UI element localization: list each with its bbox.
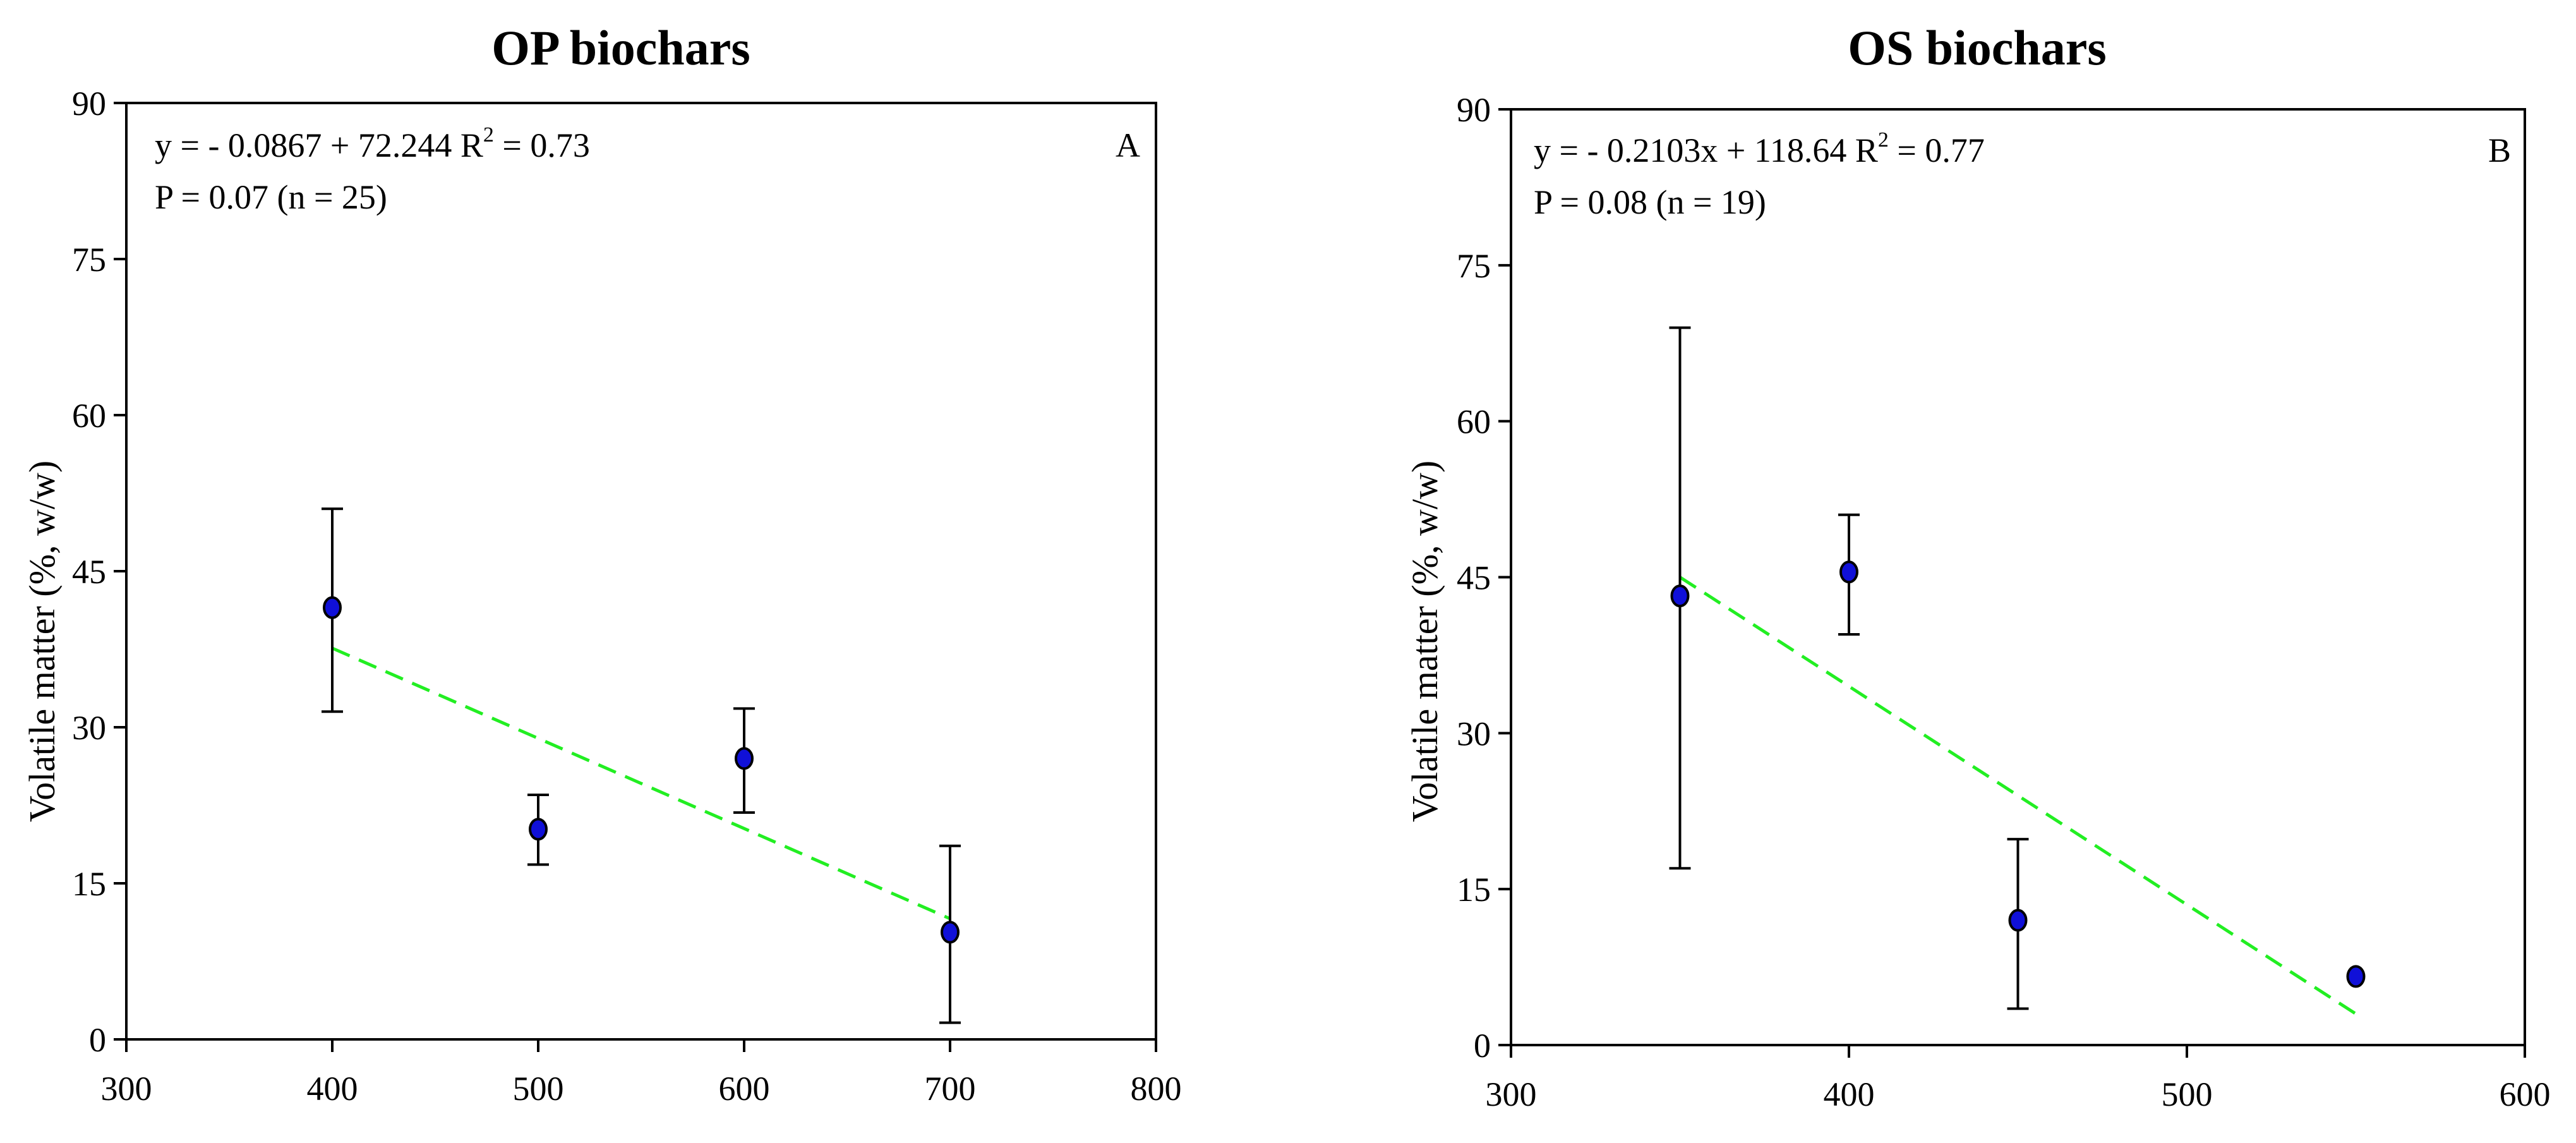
y-axis-label: Volatile matter (%, w/w) <box>1404 461 1445 822</box>
trend-line <box>331 646 951 921</box>
x-tick-label: 700 <box>925 1070 976 1108</box>
y-tick-label: 30 <box>72 709 106 747</box>
y-tick-label: 90 <box>72 85 106 123</box>
y-tick-label: 75 <box>1457 247 1491 285</box>
y-tick-label: 75 <box>72 241 106 279</box>
chart-title: OS biochars <box>1848 20 2107 75</box>
x-tick-label: 500 <box>2162 1075 2213 1113</box>
x-tick-label: 400 <box>307 1070 358 1108</box>
y-tick-label: 60 <box>1457 403 1491 441</box>
data-point <box>2008 909 2028 932</box>
y-axis-label: Volatile matter (%, w/w) <box>21 461 63 822</box>
chart-panel-op: OP biochars Volatile matter (%, w/w) y =… <box>21 20 1182 1108</box>
y-tick-label: 60 <box>72 397 106 435</box>
x-tick-label: 300 <box>1486 1075 1537 1113</box>
data-point <box>2346 965 2366 988</box>
x-tick-label: 600 <box>719 1070 770 1108</box>
x-tick-label: 300 <box>101 1070 152 1108</box>
x-tick-label: 800 <box>1131 1070 1182 1108</box>
data-point <box>529 818 548 841</box>
y-tick-label: 15 <box>72 865 106 903</box>
y-tick-label: 15 <box>1457 871 1491 909</box>
data-point <box>735 747 754 770</box>
data-point <box>1839 560 1858 584</box>
y-tick-label: 0 <box>89 1021 106 1059</box>
x-tick-label: 500 <box>513 1070 564 1108</box>
data-point <box>323 596 342 619</box>
plot-frame <box>125 102 1157 1041</box>
chart-panel-os: OS biochars Volatile matter (%, w/w) y =… <box>1404 20 2551 1113</box>
y-tick-label: 45 <box>72 553 106 591</box>
chart-title: OP biochars <box>491 20 750 75</box>
x-tick-label: 600 <box>2500 1075 2551 1113</box>
regression-equation: y = - 0.2103x + 118.64 R2 = 0.77 <box>1534 128 1985 169</box>
x-tick-label: 400 <box>1824 1075 1875 1113</box>
data-point <box>941 921 960 944</box>
y-tick-label: 45 <box>1457 559 1491 597</box>
regression-stats: P = 0.08 (n = 19) <box>1534 183 1766 221</box>
data-point <box>1670 584 1690 608</box>
panel-label: A <box>1116 126 1140 164</box>
panel-label: B <box>2488 131 2511 169</box>
y-tick-label: 0 <box>1474 1027 1491 1065</box>
y-tick-label: 30 <box>1457 715 1491 753</box>
regression-equation: y = - 0.0867 + 72.244 R2 = 0.73 <box>155 123 590 164</box>
regression-stats: P = 0.07 (n = 25) <box>155 178 387 216</box>
trend-line <box>1679 576 2357 1015</box>
y-tick-label: 90 <box>1457 91 1491 129</box>
